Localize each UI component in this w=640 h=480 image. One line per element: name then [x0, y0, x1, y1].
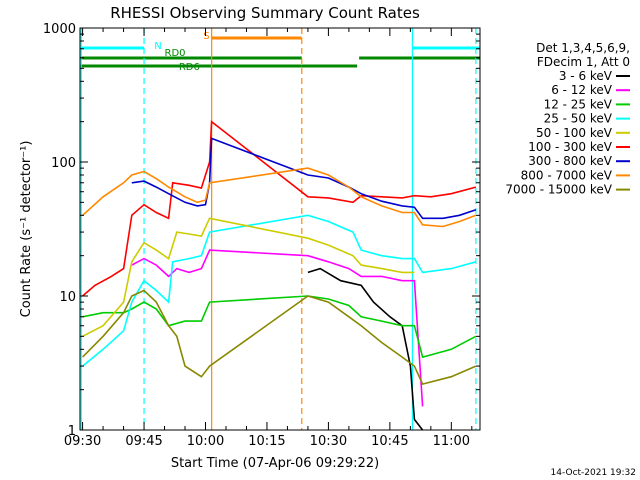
flag-label-s: S — [203, 31, 209, 42]
series-line-1 — [131, 249, 424, 407]
legend-entry-label: 25 - 50 keV — [544, 112, 613, 126]
series-layer — [82, 120, 477, 431]
legend-title-line-1: Det 1,3,4,5,6,9, — [536, 41, 630, 55]
flag-label-n: N — [154, 41, 161, 52]
legend: Det 1,3,4,5,6,9, FDecim 1, Att 0 3 - 6 k… — [505, 41, 630, 197]
legend-entry-label: 7000 - 15000 keV — [505, 183, 612, 197]
legend-entry-label: 100 - 300 keV — [528, 140, 612, 154]
y-tick-label: 10 — [59, 290, 76, 305]
x-tick-label: 10:45 — [371, 434, 408, 449]
legend-title-line-2: FDecim 1, Att 0 — [537, 55, 630, 69]
y-axis: 1 10 100 1000 — [43, 22, 480, 439]
x-axis-label: Start Time (07-Apr-06 09:29:22) — [171, 456, 379, 471]
event-lines — [80, 28, 477, 430]
x-tick-label: 09:45 — [125, 434, 162, 449]
flag-label-rd0: RD0 — [165, 48, 186, 59]
generation-timestamp: 14-Oct-2021 19:32 — [551, 468, 636, 478]
plot-frame — [79, 27, 481, 431]
legend-entry-label: 12 - 25 keV — [544, 97, 613, 111]
series-line-7 — [82, 167, 477, 228]
x-tick-label: 10:15 — [248, 434, 285, 449]
chart-title: RHESSI Observing Summary Count Rates — [110, 4, 420, 22]
legend-entry-label: 50 - 100 keV — [536, 126, 613, 140]
flag-label-rd6: RD6 — [179, 62, 200, 73]
x-tick-label: 10:30 — [310, 434, 347, 449]
x-tick-label: 10:00 — [187, 434, 224, 449]
series-line-4 — [82, 217, 415, 338]
legend-entry-label: 800 - 7000 keV — [521, 168, 613, 182]
series-line-6 — [131, 137, 477, 220]
legend-entry-label: 300 - 800 keV — [528, 154, 612, 168]
series-line-2 — [82, 295, 477, 359]
series-line-8 — [82, 289, 477, 386]
series-line-0 — [307, 267, 424, 431]
y-axis-label: Count Rate (s⁻¹ detector⁻¹) — [19, 141, 34, 318]
flag-layer: N S RD0 RD6 — [80, 31, 480, 73]
y-tick-label: 100 — [51, 156, 76, 171]
y-tick-label: 1000 — [43, 22, 76, 37]
series-line-5 — [82, 120, 477, 297]
legend-entry-label: 3 - 6 keV — [559, 69, 613, 83]
y-tick-label: 1 — [68, 424, 76, 439]
legend-entry-label: 6 - 12 keV — [551, 83, 613, 97]
x-axis: 09:30 09:45 10:00 10:15 10:30 10:45 11:00 — [64, 28, 473, 449]
x-tick-label: 09:30 — [64, 434, 101, 449]
x-tick-label: 11:00 — [433, 434, 470, 449]
